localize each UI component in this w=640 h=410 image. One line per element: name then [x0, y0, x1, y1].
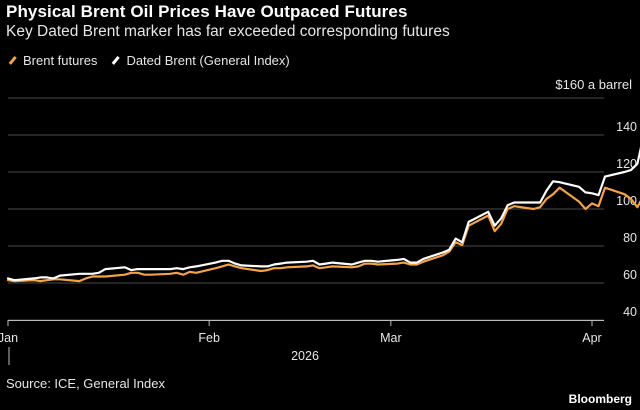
chart-subtitle: Key Dated Brent marker has far exceeded … — [6, 23, 450, 40]
y-axis-unit-label: $160 a barrel — [555, 77, 632, 92]
y-tick-label-120: 120 — [616, 157, 637, 171]
y-tick-label-80: 80 — [623, 231, 637, 245]
x-year-label: 2026 — [291, 349, 319, 363]
chart-title: Physical Brent Oil Prices Have Outpaced … — [6, 2, 408, 21]
x-tick-label-jan: Jan — [0, 331, 18, 345]
source-note: Source: ICE, General Index — [6, 376, 165, 391]
legend-item-brent-futures: Brent futures — [6, 53, 97, 68]
y-tick-label-60: 60 — [623, 268, 637, 282]
series-line-brent-futures — [6, 186, 640, 283]
y-tick-label-140: 140 — [616, 120, 637, 134]
legend: Brent futures Dated Brent (General Index… — [6, 53, 290, 68]
series-line-dated-brent — [6, 146, 640, 282]
y-tick-label-40: 40 — [623, 305, 637, 319]
x-tick-label-feb: Feb — [198, 331, 220, 345]
y-tick-label-100: 100 — [616, 194, 637, 208]
legend-label-brent-futures: Brent futures — [23, 53, 98, 68]
x-axis: Jan Feb Mar Apr 2026 — [0, 320, 604, 365]
y-axis-ticks: 40 60 80 100 120 140 — [616, 120, 637, 319]
grid-lines — [8, 97, 604, 321]
brand-logo: Bloomberg — [568, 392, 632, 406]
legend-label-dated-brent: Dated Brent (General Index) — [126, 53, 290, 68]
x-tick-label-apr: Apr — [582, 331, 601, 345]
x-tick-label-mar: Mar — [380, 331, 402, 345]
legend-item-dated-brent: Dated Brent (General Index) — [109, 53, 290, 68]
series-lines — [6, 146, 640, 283]
